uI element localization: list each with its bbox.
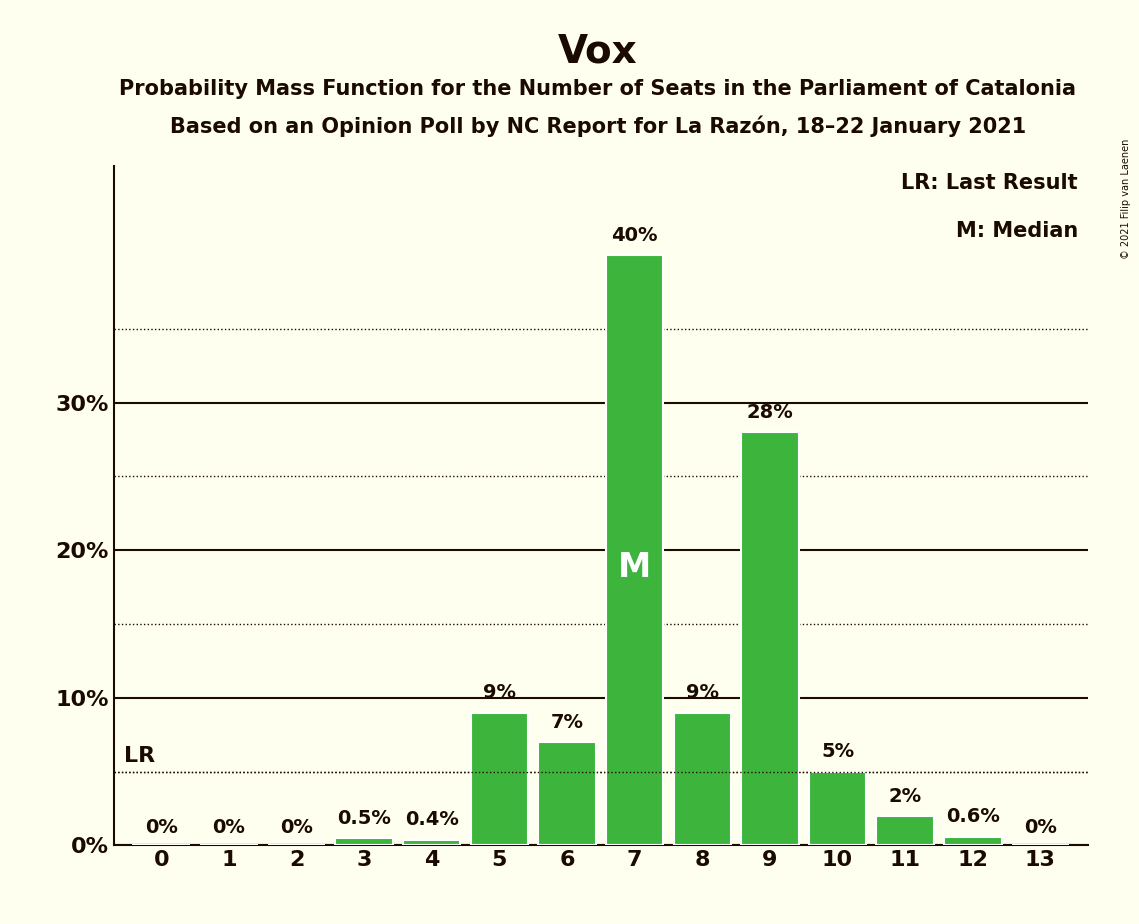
Text: LR: Last Result: LR: Last Result <box>901 173 1077 193</box>
Text: © 2021 Filip van Laenen: © 2021 Filip van Laenen <box>1121 139 1131 259</box>
Bar <box>606 255 663 845</box>
Text: M: M <box>618 552 652 584</box>
Text: LR: LR <box>124 746 155 766</box>
Text: 9%: 9% <box>483 683 516 702</box>
Text: 0.4%: 0.4% <box>404 810 459 829</box>
Text: 0.5%: 0.5% <box>337 808 391 828</box>
Text: 40%: 40% <box>612 225 658 245</box>
Bar <box>403 840 460 845</box>
Bar <box>741 432 798 845</box>
Text: Vox: Vox <box>558 32 638 70</box>
Text: 2%: 2% <box>888 786 921 806</box>
Bar <box>335 838 393 845</box>
Bar <box>673 712 731 845</box>
Bar <box>876 816 934 845</box>
Bar <box>809 772 867 845</box>
Text: 0%: 0% <box>280 818 313 836</box>
Bar <box>539 742 596 845</box>
Text: 5%: 5% <box>821 742 854 761</box>
Text: 0%: 0% <box>145 818 178 836</box>
Bar <box>944 836 1001 845</box>
Text: Based on an Opinion Poll by NC Report for La Razón, 18–22 January 2021: Based on an Opinion Poll by NC Report fo… <box>170 116 1026 137</box>
Text: 9%: 9% <box>686 683 719 702</box>
Text: 0%: 0% <box>213 818 245 836</box>
Text: 7%: 7% <box>550 712 583 732</box>
Text: 28%: 28% <box>746 403 793 421</box>
Text: M: Median: M: Median <box>956 221 1077 240</box>
Bar <box>470 712 528 845</box>
Text: Probability Mass Function for the Number of Seats in the Parliament of Catalonia: Probability Mass Function for the Number… <box>120 79 1076 99</box>
Text: 0.6%: 0.6% <box>945 808 1000 826</box>
Text: 0%: 0% <box>1024 818 1057 836</box>
